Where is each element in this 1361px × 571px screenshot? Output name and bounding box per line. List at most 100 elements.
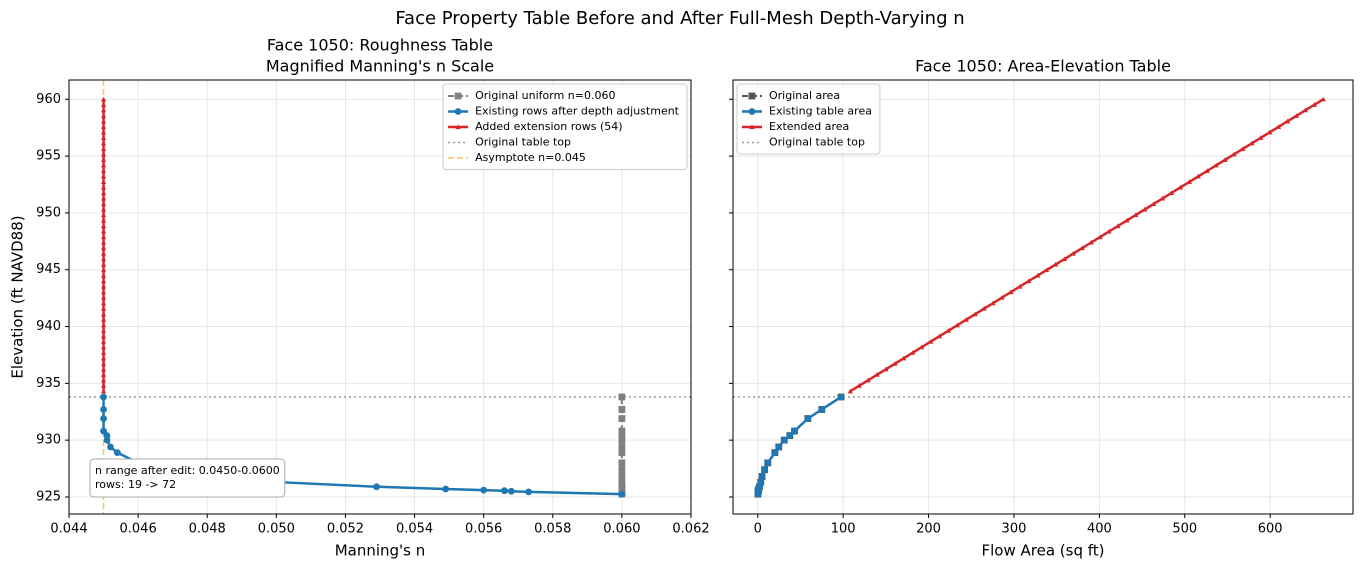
marker (1052, 261, 1059, 267)
y-tick-label: 935 (36, 376, 61, 391)
marker (972, 311, 978, 317)
marker (100, 239, 107, 245)
marker (507, 487, 515, 495)
marker (999, 294, 1005, 300)
marker (100, 256, 107, 262)
marker (454, 108, 462, 115)
marker (1124, 217, 1130, 223)
x-tick-label: 400 (1087, 522, 1112, 537)
marker (100, 113, 107, 118)
marker (100, 300, 107, 306)
marker (100, 377, 107, 383)
marker (910, 350, 916, 355)
legend-box (736, 83, 881, 155)
legend: Original uniform n=0.060 Existing rows af… (442, 83, 688, 170)
marker (749, 124, 755, 130)
legend-label: Extended area (769, 120, 849, 133)
marker (100, 173, 107, 179)
marker (1133, 212, 1139, 218)
y-tick-label: 945 (36, 262, 61, 277)
marker (874, 372, 880, 377)
x-tick-label: 0.048 (189, 522, 226, 537)
marker (791, 427, 798, 435)
marker (100, 272, 107, 278)
marker (100, 102, 107, 107)
marker (100, 328, 107, 333)
legend-label: Original table top (475, 136, 571, 149)
x-tick-label: 0.046 (120, 522, 157, 537)
legend-label: Existing table area (769, 105, 872, 118)
marker (100, 96, 107, 102)
legend-label: Existing rows after depth adjustment (475, 105, 680, 118)
marker (100, 278, 107, 284)
marker (100, 179, 107, 184)
marker (373, 483, 380, 491)
marker (981, 305, 987, 311)
marker (780, 436, 788, 444)
axes-frame (732, 79, 1354, 515)
marker (804, 415, 812, 422)
axes-title: Face 1050: Roughness Table (267, 36, 493, 55)
marker (1320, 96, 1326, 102)
marker (936, 333, 943, 339)
axes-frame (68, 79, 692, 515)
x-tick-label: 200 (916, 522, 941, 537)
marker (100, 228, 107, 234)
marker (100, 162, 107, 168)
marker (1160, 195, 1166, 201)
marker (100, 118, 107, 124)
x-tick-label: 0 (754, 522, 762, 537)
marker (100, 344, 107, 350)
marker (100, 322, 107, 328)
marker (100, 372, 107, 377)
series-line (756, 395, 842, 495)
y-tick-label: 950 (36, 205, 61, 220)
marker (100, 294, 107, 300)
annotation-box (89, 458, 286, 498)
marker (856, 383, 862, 388)
marker (100, 206, 107, 212)
marker (1231, 151, 1237, 157)
marker (100, 361, 107, 366)
marker (945, 328, 952, 333)
legend-label: Added extension rows (54) (475, 120, 622, 133)
marker (1267, 129, 1273, 135)
marker (100, 223, 107, 229)
marker (454, 92, 462, 100)
marker (100, 212, 107, 218)
legend: Original area Existing table area Extended… (736, 83, 881, 155)
marker (100, 406, 107, 413)
marker (100, 135, 107, 140)
marker (100, 124, 107, 129)
marker (100, 366, 107, 372)
marker (100, 157, 107, 162)
marker (618, 466, 626, 474)
x-tick-label: 0.060 (603, 522, 640, 537)
x-tick-label: 500 (1172, 522, 1197, 537)
marker (1070, 250, 1077, 256)
marker (100, 267, 107, 273)
marker (1142, 206, 1148, 212)
marker (1258, 135, 1264, 140)
marker (100, 146, 107, 151)
axes-title: Face 1050: Area-Elevation Table (915, 57, 1171, 76)
legend-label: Original area (769, 89, 840, 102)
marker (618, 436, 626, 444)
marker (786, 432, 794, 440)
x-axis-label: Manning's n (335, 542, 426, 560)
marker (1195, 173, 1201, 179)
x-tick-label: 0.052 (327, 522, 364, 537)
y-tick-label: 940 (36, 319, 61, 334)
marker (748, 108, 756, 115)
marker (618, 490, 626, 498)
marker (100, 140, 107, 146)
marker (1213, 162, 1219, 168)
marker (764, 459, 772, 467)
marker (618, 449, 626, 457)
marker (618, 427, 626, 435)
marker (901, 355, 907, 361)
marker (1008, 289, 1014, 295)
x-tick-label: 0.058 (534, 522, 571, 537)
marker (100, 184, 107, 190)
